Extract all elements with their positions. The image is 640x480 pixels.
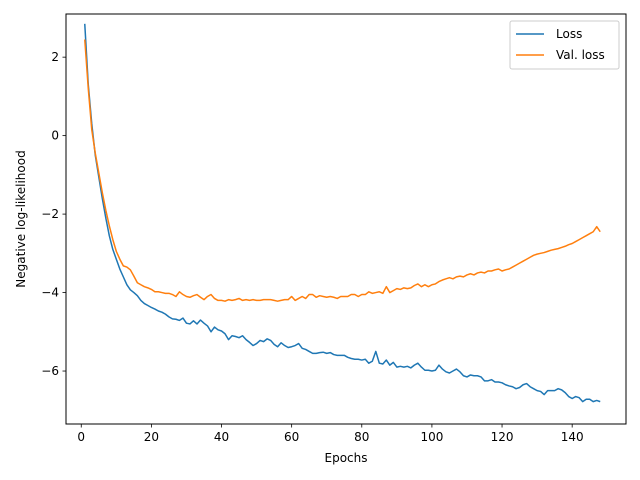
x-axis-ticks: 0 20 40 60 80 100 120 140 (77, 424, 584, 444)
x-tick-label: 60 (284, 430, 299, 444)
legend-label-val-loss: Val. loss (556, 48, 605, 62)
x-axis-label: Epochs (325, 451, 368, 465)
series-line-val-loss (84, 39, 601, 302)
x-tick-label: 40 (214, 430, 229, 444)
y-tick-label: −2 (41, 207, 59, 221)
x-tick-label: 80 (354, 430, 369, 444)
legend-box (509, 20, 620, 70)
x-tick-label: 20 (144, 430, 159, 444)
x-tick-label: 140 (561, 430, 584, 444)
axes-frame (65, 13, 627, 425)
x-tick-label: 0 (77, 430, 85, 444)
y-axis-ticks: 2 0 −2 −4 −6 (41, 50, 66, 378)
y-tick-label: −4 (41, 286, 59, 300)
legend-label-loss: Loss (556, 27, 582, 41)
legend: Loss Val. loss (509, 20, 620, 70)
y-tick-label: −6 (41, 364, 59, 378)
y-axis-label: Negative log-likelihood (14, 150, 28, 287)
series-layer (84, 23, 601, 403)
y-tick-label: 0 (51, 129, 59, 143)
y-tick-label: 2 (51, 50, 59, 64)
x-tick-label: 100 (420, 430, 443, 444)
series-line-loss (84, 23, 601, 403)
x-tick-label: 120 (491, 430, 514, 444)
